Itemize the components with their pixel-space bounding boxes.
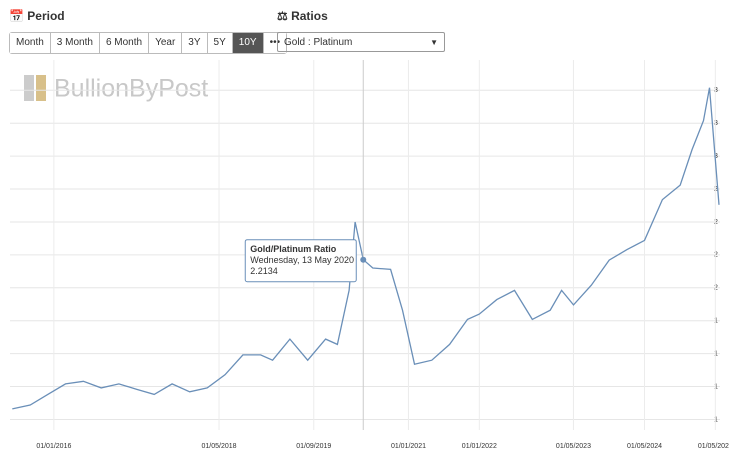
ratio-select-value: Gold : Platinum [284,37,353,48]
period-button[interactable]: 3Y [182,33,208,53]
logo: BullionByPost [54,75,208,103]
line [12,87,720,410]
y-tick-label: 1 [714,383,718,390]
x-tick-label: 01/05/2018 [202,443,237,450]
period-buttons: Month 3 Month 6 Month Year 3Y 5Y 10Y ••• [9,32,288,54]
y-tick-label: 3 [714,87,718,94]
period-title: Period [27,9,65,23]
ratios-title: Ratios [291,9,328,23]
hover-point [360,256,367,263]
period-button[interactable]: Month [10,33,51,53]
period-header: 📅 Period [9,9,65,23]
y-tick-label: 3 [714,153,718,160]
x-tick-label: 01/05/2023 [556,443,591,450]
x-tick-label: 01/01/2021 [391,443,426,450]
y-tick-label: 2 [714,252,718,259]
y-tick-label: 2 [714,285,718,292]
more-button[interactable]: ••• [263,33,287,53]
x-tick-label: 01/05/2025 [698,443,729,450]
y-tick-label: 2 [714,186,718,193]
tooltip-value: 2.2134 [250,266,278,276]
ratios-header: ⚖ Ratios [277,9,328,23]
caret: ▼ [430,38,438,47]
y-tick-label: 1 [714,350,718,357]
period-button[interactable]: 10Y [232,33,264,53]
period-button[interactable]: Year [149,33,183,53]
y-tick-label: 1 [714,416,718,423]
period-button[interactable]: 6 Month [99,33,150,53]
y-tick-label: 1 [714,318,718,325]
logo-icon [24,75,34,101]
tooltip-date: Wednesday, 13 May 2020 [250,255,354,265]
ratio-select[interactable]: Gold : Platinum ▼ [277,32,445,52]
x-tick-label: 01/01/2016 [36,443,71,450]
y-tick-label: 2 [714,219,718,226]
y-tick-label: 3 [714,120,718,127]
x-tick-label: 01/09/2019 [296,443,331,450]
period-button[interactable]: 5Y [207,33,233,53]
x-tick-label: 01/01/2022 [462,443,497,450]
x-tick-label: 01/05/2024 [627,443,662,450]
tooltip-box [244,239,357,283]
period-button[interactable]: 3 Month [50,33,100,53]
tooltip-title: Gold/Platinum Ratio [250,244,337,254]
logo-icon [36,75,46,101]
